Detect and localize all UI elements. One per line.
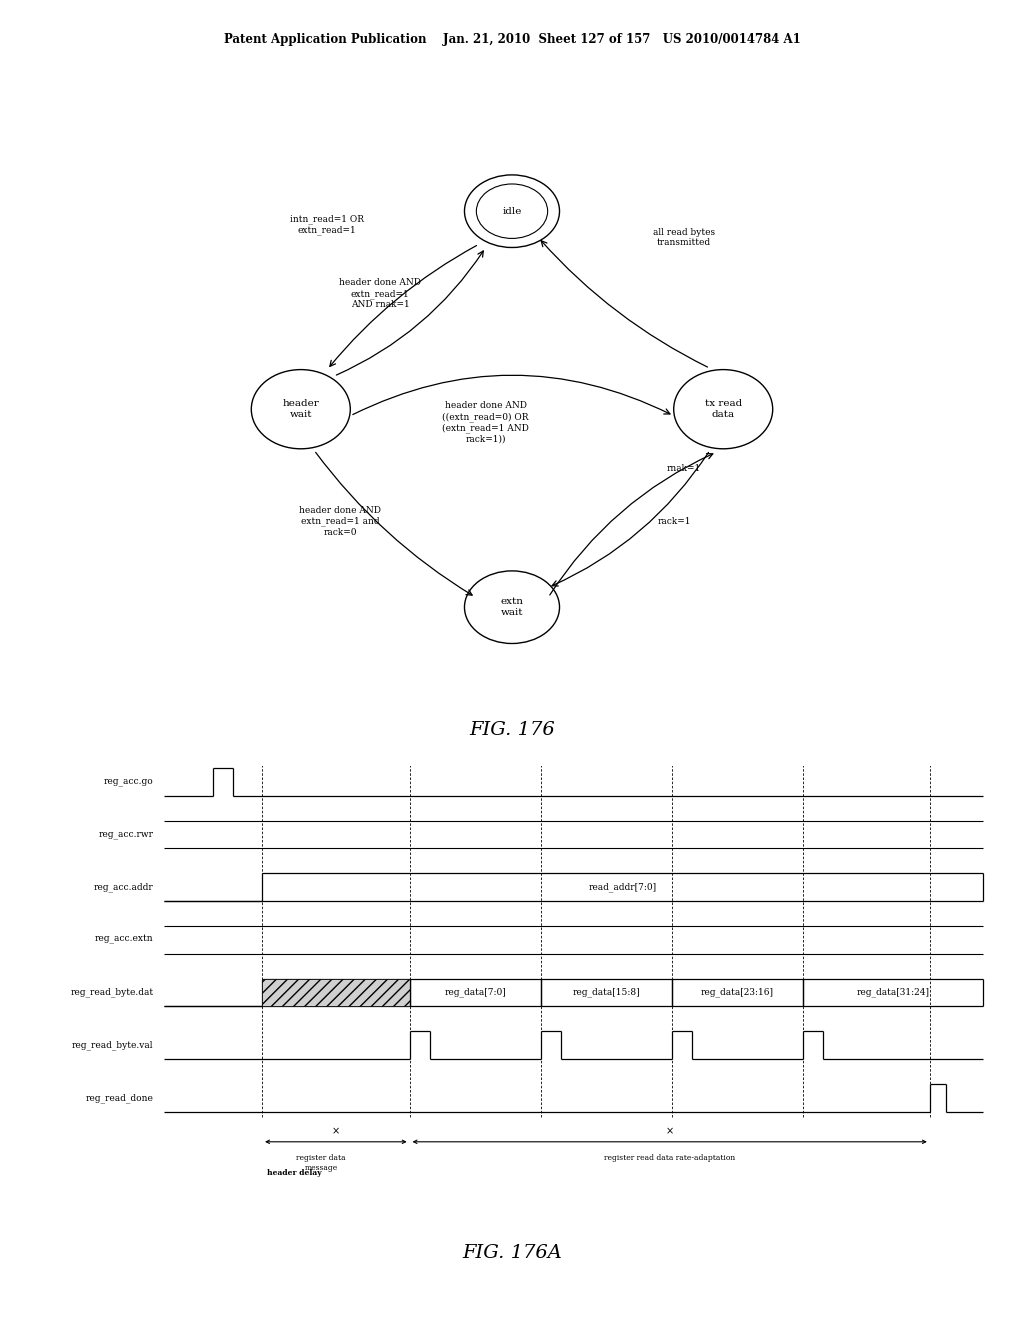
Text: reg_data[7:0]: reg_data[7:0] <box>444 987 506 998</box>
Text: $\times$: $\times$ <box>666 1126 674 1137</box>
Text: rnak=1: rnak=1 <box>667 465 701 473</box>
Text: header done AND
((extn_read=0) OR
(extn_read=1 AND
rack=1)): header done AND ((extn_read=0) OR (extn_… <box>442 401 529 444</box>
Text: FIG. 176A: FIG. 176A <box>462 1245 562 1262</box>
Text: header done AND
extn_read=1 and
rack=0: header done AND extn_read=1 and rack=0 <box>299 506 381 537</box>
Text: reg_data[31:24]: reg_data[31:24] <box>856 987 930 998</box>
Text: reg_data[23:16]: reg_data[23:16] <box>700 987 774 998</box>
Bar <box>262 979 410 1006</box>
Text: idle: idle <box>503 207 521 215</box>
Text: tx read
data: tx read data <box>705 400 741 418</box>
Text: reg_acc.go: reg_acc.go <box>103 777 154 787</box>
Text: reg_read_done: reg_read_done <box>86 1093 154 1102</box>
Text: rack=1: rack=1 <box>657 517 691 525</box>
Ellipse shape <box>674 370 773 449</box>
Text: extn
wait: extn wait <box>501 598 523 616</box>
Text: reg_acc.rwr: reg_acc.rwr <box>98 830 154 840</box>
Text: header done AND
extn_read=1
AND rnak=1: header done AND extn_read=1 AND rnak=1 <box>339 279 421 309</box>
Text: all read bytes
transmitted: all read bytes transmitted <box>652 228 715 247</box>
Text: intn_read=1 OR
extn_read=1: intn_read=1 OR extn_read=1 <box>290 214 365 235</box>
Text: header delay: header delay <box>267 1170 322 1177</box>
Text: reg_acc.extn: reg_acc.extn <box>95 936 154 945</box>
Text: reg_read_byte.dat: reg_read_byte.dat <box>71 987 154 998</box>
Text: Patent Application Publication    Jan. 21, 2010  Sheet 127 of 157   US 2010/0014: Patent Application Publication Jan. 21, … <box>223 33 801 46</box>
Text: $\times$: $\times$ <box>332 1126 340 1137</box>
Text: register data
message: register data message <box>296 1154 346 1172</box>
Text: header
wait: header wait <box>283 400 319 418</box>
Ellipse shape <box>251 370 350 449</box>
Text: read_addr[7:0]: read_addr[7:0] <box>589 882 656 892</box>
Text: reg_read_byte.val: reg_read_byte.val <box>72 1040 154 1051</box>
Text: FIG. 176: FIG. 176 <box>469 721 555 739</box>
Text: reg_data[15:8]: reg_data[15:8] <box>572 987 640 998</box>
Ellipse shape <box>465 176 559 248</box>
Text: register read data rate-adaptation: register read data rate-adaptation <box>604 1154 735 1163</box>
Text: reg_acc.addr: reg_acc.addr <box>94 882 154 892</box>
Ellipse shape <box>465 572 559 644</box>
